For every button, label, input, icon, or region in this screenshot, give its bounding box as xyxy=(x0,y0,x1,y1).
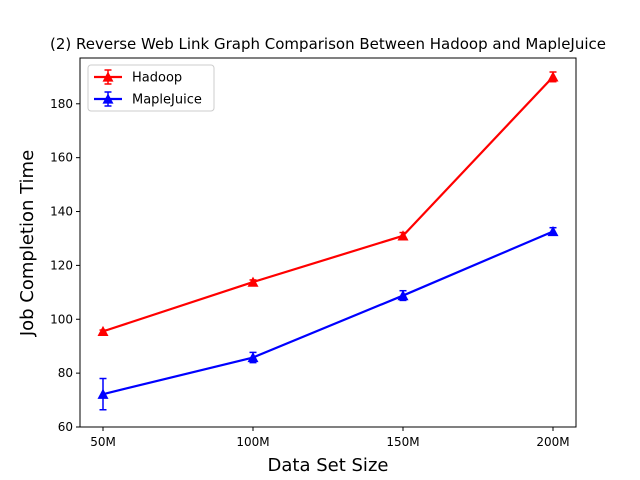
legend-label: Hadoop xyxy=(132,71,182,86)
data-point xyxy=(247,352,259,363)
y-tick-label: 140 xyxy=(50,205,73,219)
y-tick-label: 80 xyxy=(58,366,73,380)
y-axis-label: Job Completion Time xyxy=(17,150,38,337)
data-point xyxy=(547,71,559,82)
data-point xyxy=(547,225,559,237)
x-tick-label: 50M xyxy=(90,435,116,449)
legend-marker xyxy=(102,93,114,104)
legend-label: MapleJuice xyxy=(132,93,202,108)
legend-marker xyxy=(102,71,114,82)
chart-title: (2) Reverse Web Link Graph Comparison Be… xyxy=(50,35,606,53)
legend: Hadoop MapleJuice xyxy=(87,64,215,112)
y-tick-label: 120 xyxy=(50,258,73,272)
series-maplejuice xyxy=(97,225,559,411)
data-point xyxy=(397,230,409,241)
x-tick-label: 150M xyxy=(386,435,419,449)
data-point xyxy=(97,388,109,399)
legend-entry: Hadoop xyxy=(94,69,182,86)
series-layer xyxy=(97,71,559,411)
series-line xyxy=(102,76,554,333)
x-tick-label: 100M xyxy=(236,435,269,449)
data-point xyxy=(397,290,409,301)
y-tick-label: 160 xyxy=(50,151,73,165)
legend-entry: MapleJuice xyxy=(94,91,202,108)
y-tick-label: 180 xyxy=(50,97,73,111)
data-point xyxy=(247,276,259,287)
y-tick-label: 100 xyxy=(50,312,73,326)
plot-frame xyxy=(79,57,577,428)
ticks-layer: 50M 100M 150M 200M 60 80 100 120 140 160 180 xyxy=(50,97,570,449)
series-hadoop xyxy=(97,71,559,337)
series-line xyxy=(102,230,554,396)
x-axis-label: Data Set Size xyxy=(268,455,389,476)
x-tick-label: 200M xyxy=(536,435,569,449)
data-point xyxy=(97,325,109,337)
y-tick-label: 60 xyxy=(58,420,73,434)
